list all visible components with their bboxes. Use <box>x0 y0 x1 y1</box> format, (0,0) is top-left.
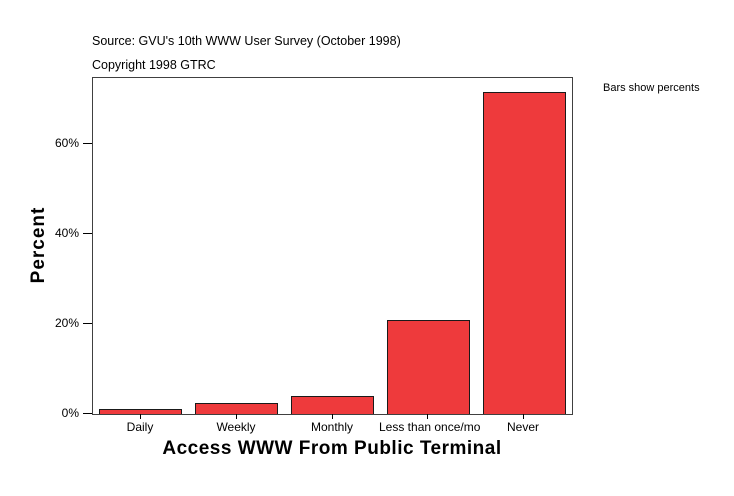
x-tick-mark <box>236 414 237 419</box>
y-tick-mark <box>83 413 92 414</box>
y-tick-mark <box>83 233 92 234</box>
x-tick-mark <box>427 414 428 419</box>
x-axis-title: Access WWW From Public Terminal <box>162 438 502 459</box>
plot-area <box>92 77 573 415</box>
x-tick-mark <box>523 414 524 419</box>
y-tick-label: 20% <box>54 316 79 330</box>
y-tick-mark <box>83 323 92 324</box>
bar-less-than-once-mo <box>386 320 470 414</box>
category-label-monthly: Monthly <box>310 420 354 434</box>
bar-never <box>482 92 566 414</box>
bar-monthly <box>291 396 374 414</box>
y-tick-mark <box>83 143 92 144</box>
bar-weekly <box>195 403 279 414</box>
y-axis-title: Percent <box>28 206 49 284</box>
y-tick-label: 60% <box>54 136 79 150</box>
source-text: Source: GVU's 10th WWW User Survey (Octo… <box>92 34 401 48</box>
x-tick-mark <box>332 414 333 419</box>
category-label-daily: Daily <box>126 420 154 434</box>
copyright-text: Copyright 1998 GTRC <box>92 58 216 72</box>
category-label-less-than-once-mo: Less than once/mo <box>379 420 481 434</box>
bar-daily <box>99 409 183 414</box>
x-tick-mark <box>140 414 141 419</box>
y-tick-label: 40% <box>54 226 79 240</box>
bars-note-label: Bars show percents <box>603 82 700 94</box>
category-label-weekly: Weekly <box>216 420 256 434</box>
category-label-never: Never <box>506 420 539 434</box>
y-tick-label: 0% <box>61 406 79 420</box>
